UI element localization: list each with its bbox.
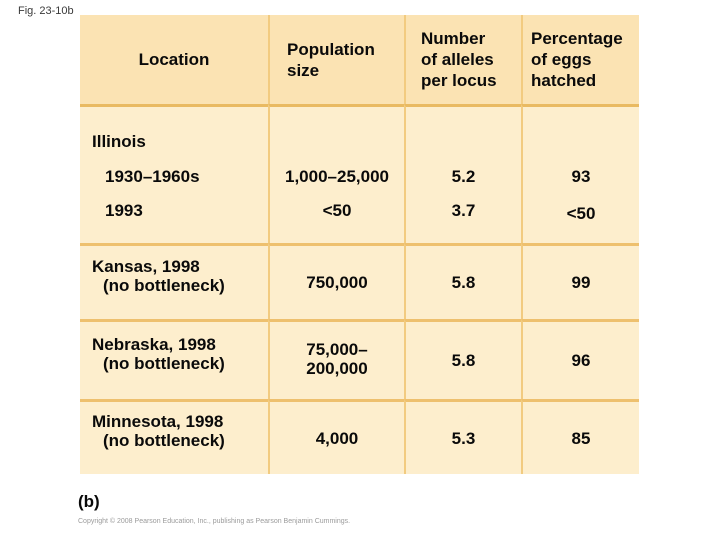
- row-label-minnesota: Minnesota, 1998: [92, 412, 224, 431]
- cell-alleles-1993: 3.7: [451, 201, 476, 220]
- population-range-text: 75,000– 200,000: [306, 339, 368, 378]
- row-note-kansas: (no bottleneck): [103, 275, 225, 295]
- row-label-1930-1960s: 1930–1960s: [105, 167, 200, 186]
- cell-alleles-nebraska: 5.8: [404, 319, 521, 399]
- cell-eggs-minnesota: 85: [521, 399, 639, 474]
- table-row-kansas-location: Kansas, 1998 (no bottleneck): [80, 243, 268, 319]
- data-table: Location Population size Number of allel…: [80, 15, 639, 474]
- cell-alleles-minnesota: 5.3: [404, 399, 521, 474]
- cell-alleles-kansas: 5.8: [404, 243, 521, 319]
- column-header-population-size: Population size: [268, 15, 404, 104]
- cell-eggs-nebraska: 96: [521, 319, 639, 399]
- cell-eggs-1993: <50: [566, 204, 596, 223]
- cell-population-minnesota: 4,000: [268, 399, 404, 474]
- copyright-text: Copyright © 2008 Pearson Education, Inc.…: [78, 518, 351, 525]
- table-row-minnesota-location: Minnesota, 1998 (no bottleneck): [80, 399, 268, 474]
- cell-population-nebraska: 75,000– 200,000: [268, 319, 404, 399]
- column-header-alleles-per-locus: Number of alleles per locus: [404, 15, 521, 104]
- cell-population-1930s: 1,000–25,000: [285, 167, 389, 186]
- cell-eggs-kansas: 99: [521, 243, 639, 319]
- row-label-1993: 1993: [105, 201, 143, 220]
- section-label-illinois: Illinois: [92, 132, 146, 151]
- table-row-nebraska-location: Nebraska, 1998 (no bottleneck): [80, 319, 268, 399]
- illinois-egg-values: 93 <50: [521, 104, 639, 243]
- figure-label: Fig. 23-10b: [18, 5, 74, 17]
- cell-eggs-1930s: 93: [571, 167, 591, 186]
- row-label-kansas: Kansas, 1998: [92, 256, 200, 276]
- cell-population-kansas: 750,000: [268, 243, 404, 319]
- row-note-nebraska: (no bottleneck): [103, 353, 225, 373]
- cell-alleles-1930s: 5.2: [451, 167, 476, 186]
- row-label-nebraska: Nebraska, 1998: [92, 334, 216, 354]
- column-header-eggs-hatched: Percentage of eggs hatched: [521, 15, 639, 104]
- illinois-allele-values: 5.2 3.7: [404, 104, 521, 243]
- column-header-location: Location: [80, 15, 268, 104]
- illinois-population-values: 1,000–25,000 <50: [268, 104, 404, 243]
- table-row-illinois-location: Illinois 1930–1960s 1993: [80, 104, 268, 243]
- panel-label-b: (b): [78, 492, 100, 511]
- cell-population-1993: <50: [322, 201, 352, 220]
- row-note-minnesota: (no bottleneck): [103, 431, 225, 450]
